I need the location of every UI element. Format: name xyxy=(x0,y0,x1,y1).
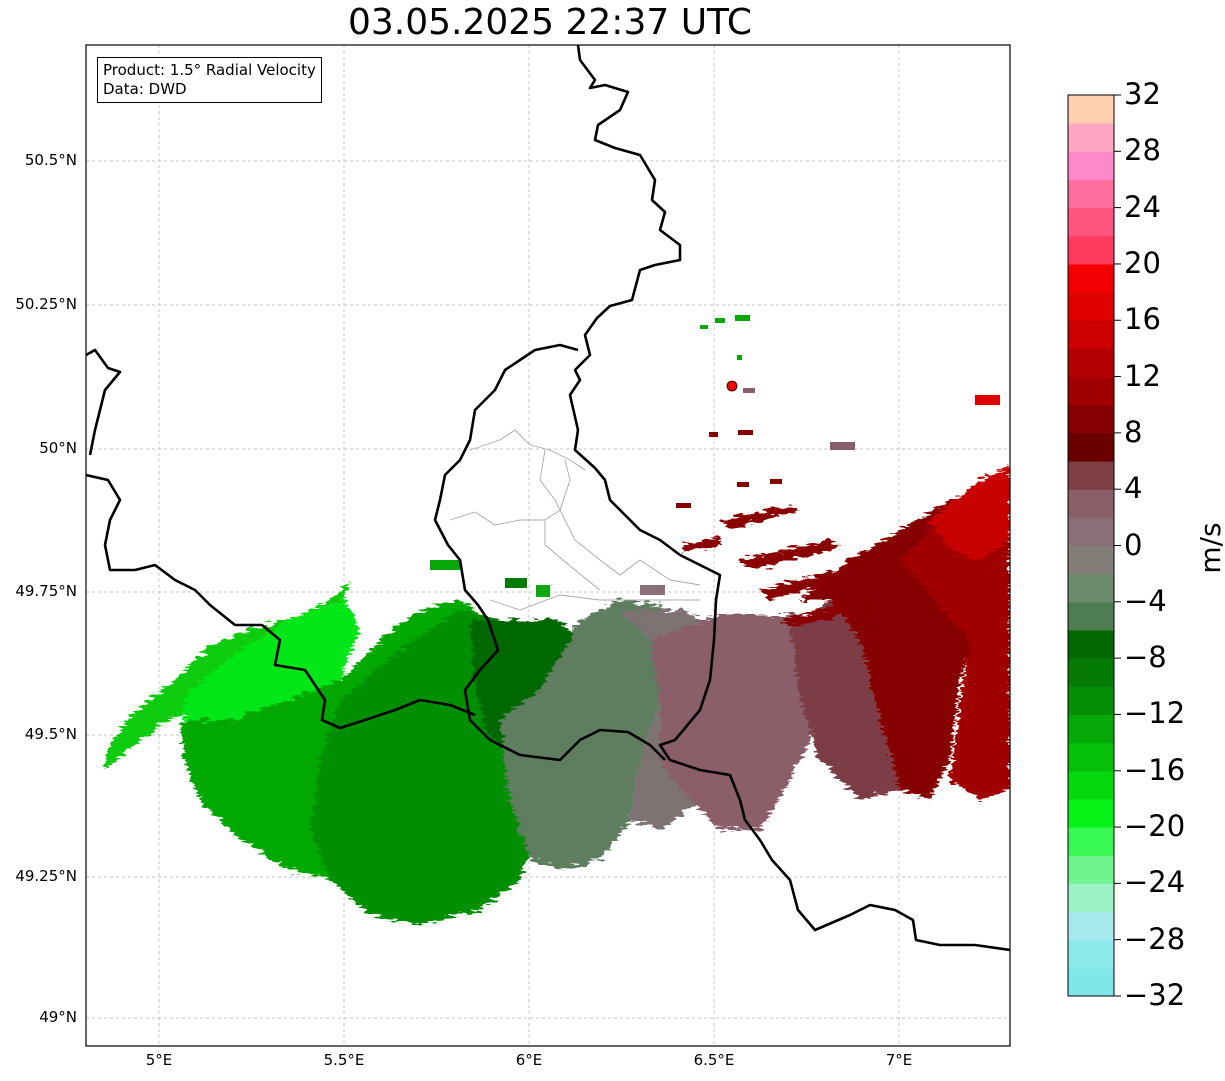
lat-label-49.75: 49.75°N xyxy=(15,582,77,600)
colorbar-segment xyxy=(1068,629,1114,659)
colorbar-segment xyxy=(1068,545,1114,575)
colorbar-segment xyxy=(1068,151,1114,180)
lon-label-5.5: 5.5°E xyxy=(323,1051,365,1069)
data-source-label: Data: DWD xyxy=(103,80,187,98)
colorbar-segment xyxy=(1068,967,1114,997)
map-title: 03.05.2025 22:37 UTC xyxy=(347,2,753,43)
colorbar-tick-label: −16 xyxy=(1124,752,1186,787)
colorbar-segment xyxy=(1068,432,1114,462)
regional-borders xyxy=(449,429,701,611)
colorbar-segment xyxy=(1068,827,1114,856)
national-borders xyxy=(86,45,1010,952)
colorbar-segment xyxy=(1068,855,1114,884)
colorbar-segment xyxy=(1068,911,1114,941)
colorbar-tick-label: 24 xyxy=(1124,189,1161,224)
colorbar-unit-label: m/s xyxy=(1194,522,1225,574)
lat-label-49.5: 49.5°N xyxy=(24,725,77,743)
colorbar-segment xyxy=(1068,939,1114,969)
lat-label-50: 50°N xyxy=(39,439,77,457)
colorbar-segment xyxy=(1068,348,1114,378)
colorbar-tick-label: −32 xyxy=(1124,978,1186,1012)
colorbar-ticks xyxy=(1114,94,1121,997)
colorbar-segment xyxy=(1068,489,1114,518)
lat-label-50.25: 50.25°N xyxy=(15,295,77,313)
colorbar-segment xyxy=(1068,658,1114,687)
colorbar-segment xyxy=(1068,95,1114,124)
colorbar-segment xyxy=(1068,179,1114,209)
colorbar-segment xyxy=(1068,123,1114,152)
product-label: Product: 1.5° Radial Velocity xyxy=(103,61,316,79)
lon-label-7: 7°E xyxy=(885,1051,913,1069)
colorbar-tick-label: 32 xyxy=(1124,77,1161,111)
colorbar-segment xyxy=(1068,798,1114,828)
lat-label-49: 49°N xyxy=(39,1008,77,1026)
colorbar-segment xyxy=(1068,376,1114,406)
sparse-echoes xyxy=(430,315,1000,597)
colorbar-tick-label: 0 xyxy=(1124,527,1143,562)
lon-label-6: 6°E xyxy=(515,1051,543,1069)
velocity-zone-grey-green xyxy=(500,600,670,870)
velocity-colorbar xyxy=(1068,95,1114,997)
velocity-zone-mauve xyxy=(650,615,830,830)
colorbar-tick-label: 8 xyxy=(1124,414,1143,449)
colorbar-tick-label: 28 xyxy=(1124,133,1161,168)
colorbar-segment xyxy=(1068,742,1114,772)
colorbar-segment xyxy=(1068,770,1114,800)
colorbar-tick-label: −20 xyxy=(1124,809,1186,844)
lon-label-5: 5°E xyxy=(145,1051,173,1069)
colorbar-tick-label: −28 xyxy=(1124,921,1186,956)
colorbar-segment xyxy=(1068,292,1114,321)
colorbar-tick-label: 12 xyxy=(1124,358,1161,393)
colorbar-segment xyxy=(1068,517,1114,546)
colorbar-segment xyxy=(1068,235,1114,265)
colorbar-tick-label: 16 xyxy=(1124,302,1161,337)
colorbar-tick-label: 20 xyxy=(1124,245,1161,280)
colorbar-segment xyxy=(1068,883,1114,913)
lat-label-50.5: 50.5°N xyxy=(24,151,77,169)
lat-label-49.25: 49.25°N xyxy=(15,867,77,885)
velocity-field xyxy=(104,465,1010,925)
velocity-streaks-red xyxy=(680,505,885,628)
colorbar-segment xyxy=(1068,686,1114,715)
velocity-zone-dark-mauve xyxy=(790,600,900,800)
radar-site-marker xyxy=(726,380,738,392)
colorbar-tick-label: −4 xyxy=(1124,583,1167,618)
colorbar-segment xyxy=(1068,320,1114,349)
colorbar-segment xyxy=(1068,573,1114,603)
velocity-zone-bright-red xyxy=(930,465,1010,560)
colorbar-segment xyxy=(1068,263,1114,293)
colorbar-tick-label: −8 xyxy=(1124,640,1167,675)
colorbar-segment xyxy=(1068,714,1114,744)
colorbar-tick-label: −24 xyxy=(1124,865,1186,900)
lon-label-6.5: 6.5°E xyxy=(693,1051,735,1069)
grid-lines xyxy=(86,45,1010,1046)
colorbar-segment xyxy=(1068,601,1114,631)
info-box: Product: 1.5° Radial Velocity Data: DWD xyxy=(97,57,322,103)
colorbar-segment xyxy=(1068,404,1114,434)
colorbar-tick-label: 4 xyxy=(1124,471,1143,506)
colorbar-segment xyxy=(1068,461,1114,490)
plot-frame xyxy=(85,44,1011,1047)
colorbar-tick-label: −12 xyxy=(1124,696,1186,731)
colorbar-segment xyxy=(1068,207,1114,237)
